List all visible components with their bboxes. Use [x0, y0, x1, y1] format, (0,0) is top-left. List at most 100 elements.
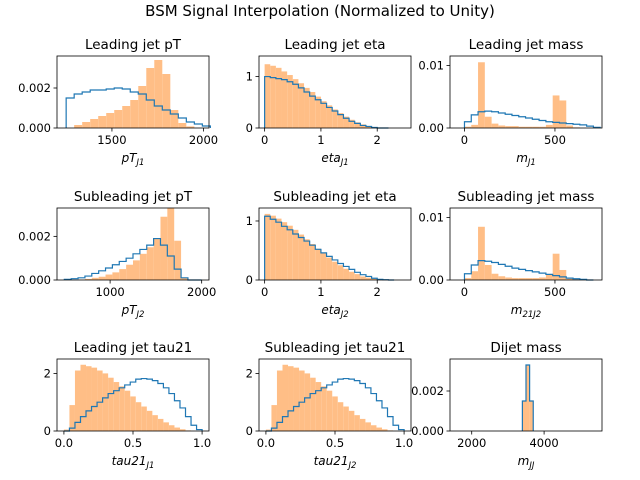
step-outline [264, 215, 395, 281]
hist-bar [320, 253, 327, 280]
panel-title: Leading jet eta [284, 37, 385, 53]
subplot-6: Subleading jet mass 0 500 0.00 0.01 m21J2 [418, 189, 603, 320]
hist-bar [539, 277, 546, 280]
y-tick-label: 0.000 [18, 121, 51, 135]
hist-bar [326, 390, 333, 431]
y-tick-label: 0.00 [418, 273, 444, 287]
hist-bar [320, 101, 327, 128]
hist-bar [287, 225, 293, 280]
panel-xlabel-subscript: J1 [135, 158, 145, 168]
hist-bar [304, 239, 310, 280]
hist-bar [112, 272, 120, 280]
hist-bar [310, 377, 316, 431]
x-tick-label: 1 [317, 133, 324, 147]
x-tick-label: 1 [317, 285, 324, 299]
hist-bar [146, 68, 155, 128]
hist-bar [532, 278, 540, 280]
y-tick-label: 0.002 [18, 229, 51, 243]
hist-bar [130, 396, 136, 431]
hist-bar [135, 402, 142, 431]
axes-frame [56, 55, 210, 129]
subplot-8: Subleading jet tau21 0.0 0.5 1.0 0 2 tau21J2 [246, 340, 414, 471]
x-tick-label: 1500 [97, 133, 126, 147]
hist-bar [179, 429, 186, 431]
hist-bar [552, 253, 560, 280]
hist-bar [315, 96, 321, 128]
panel-xlabel: etaJ1 [321, 151, 348, 168]
hist-bar [98, 116, 107, 128]
hist-bar [332, 109, 338, 128]
hist-bar [471, 271, 479, 280]
panel-xlabel-subscript: JJ [527, 461, 535, 471]
hist-bar [91, 277, 99, 280]
hist-bar [130, 100, 139, 128]
hist-bar [354, 415, 360, 431]
step-outline [63, 237, 202, 281]
hist-bar [271, 405, 277, 431]
hist-bar [304, 373, 311, 431]
hist-bar [82, 122, 91, 128]
hist-bar [326, 105, 333, 128]
hist-bar [532, 126, 540, 128]
hist-bar [98, 276, 106, 280]
hist-bar [298, 234, 305, 280]
hist-bar [343, 116, 350, 128]
hist-bar [332, 261, 338, 280]
y-tick-label: 2 [44, 366, 51, 380]
hist-bar [80, 364, 87, 431]
hist-bar [309, 92, 316, 128]
hist-bar [332, 396, 338, 431]
hist-bar [146, 247, 154, 280]
x-tick-label: 0.5 [124, 436, 142, 450]
panel-xlabel: m21J2 [511, 303, 541, 320]
hist-bar [360, 124, 366, 128]
step-outline [265, 377, 405, 432]
hist-bar [337, 402, 344, 431]
hist-bar [113, 382, 120, 431]
hist-bar [270, 65, 276, 128]
step-outline [463, 259, 594, 281]
hist-bar [464, 278, 472, 280]
x-tick-label: 1.0 [193, 436, 211, 450]
y-tick-label: 2 [246, 366, 253, 380]
hist-bar [138, 86, 147, 128]
hist-bar [559, 100, 567, 128]
panel-xlabel: tau21J2 [314, 454, 357, 471]
hist-bar [108, 377, 114, 431]
hist-bar [119, 269, 127, 280]
hist-bar [86, 366, 92, 431]
panel-xlabel: etaJ2 [321, 303, 348, 320]
x-tick-label: 0 [461, 285, 468, 299]
panel-xlabel-subscript: J2 [339, 310, 349, 320]
subplot-4: Subleading jet pT 1000 2000 0.000 0.002 pTJ2 [18, 189, 216, 320]
hist-bar [539, 126, 546, 128]
hist-bar [90, 119, 99, 128]
hist-bar [162, 74, 171, 128]
hist-bar [498, 125, 506, 128]
hist-bar [69, 405, 75, 431]
hist-bar [484, 264, 492, 280]
hist-bar [281, 222, 288, 280]
hist-bar [106, 113, 115, 128]
hist-bar [126, 264, 133, 280]
panel-xlabel: mJJ [518, 454, 535, 471]
subplot-5: Subleading jet eta 0 1 2 0 1 etaJ2 [246, 189, 412, 320]
hist-bar [505, 126, 512, 128]
hist-bar [518, 126, 526, 128]
axes-frame [258, 207, 412, 281]
hist-bar [518, 278, 526, 280]
panel-title: Leading jet tau21 [74, 340, 193, 356]
panel-title: Dijet mass [490, 340, 561, 356]
subplot-1: Leading jet pT 1500 2000 0.000 0.002 pTJ1 [18, 37, 218, 168]
y-tick-label: 0 [246, 424, 253, 438]
hist-bar [275, 67, 282, 128]
x-tick-label: 0.0 [55, 436, 73, 450]
step-outline [521, 364, 534, 431]
panel-xlabel: tau21J1 [112, 454, 155, 471]
hist-bar [566, 125, 574, 128]
axes-frame [56, 207, 210, 281]
y-tick-label: 0.000 [18, 273, 51, 287]
hist-bar [181, 277, 188, 280]
hist-bar [315, 382, 322, 431]
hist-bar [264, 64, 271, 128]
